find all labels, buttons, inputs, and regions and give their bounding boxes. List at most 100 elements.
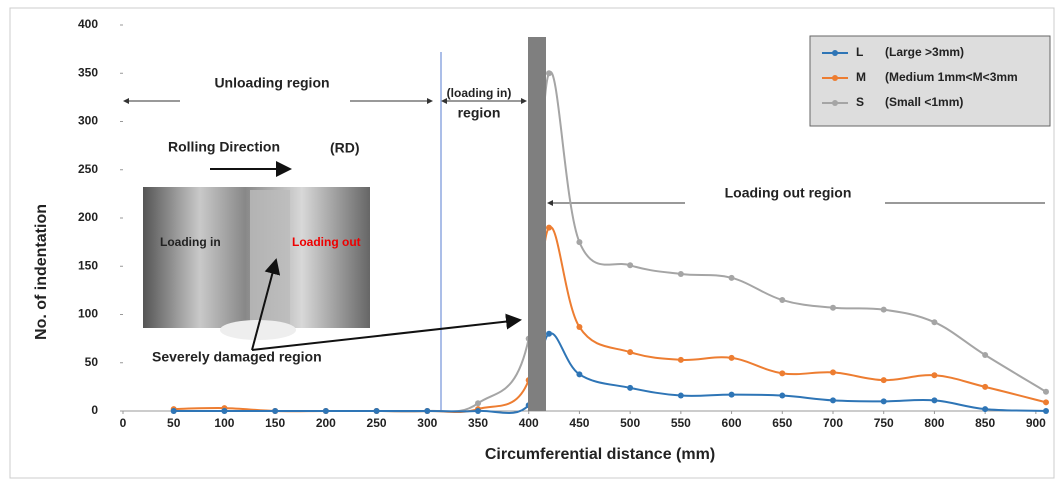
annotation: Loading out — [292, 235, 361, 249]
point — [546, 224, 552, 231]
legend-swatch — [832, 50, 838, 56]
x-tick-label: 850 — [975, 416, 995, 430]
annotation: Rolling Direction — [168, 139, 280, 155]
point — [475, 408, 481, 414]
legend-label: (Small <1mm) — [885, 95, 963, 109]
y-tick-label: 100 — [78, 307, 98, 321]
x-tick-label: 450 — [569, 416, 589, 430]
point — [880, 398, 887, 405]
x-tick-label: 0 — [120, 416, 127, 430]
legend-label: (Medium 1mm<M<3mm — [885, 70, 1018, 84]
pointer-arrow — [251, 258, 281, 351]
x-tick-label: 700 — [823, 416, 843, 430]
point — [677, 392, 684, 399]
x-axis-label: Circumferential distance (mm) — [485, 446, 715, 463]
x-tick-label: 800 — [924, 416, 944, 430]
point — [982, 352, 989, 359]
point — [728, 391, 735, 398]
annotation: Unloading region — [214, 75, 329, 91]
point — [373, 408, 380, 414]
point — [170, 408, 177, 414]
point — [576, 371, 583, 378]
point — [830, 369, 836, 376]
point — [1043, 388, 1049, 395]
point — [627, 349, 634, 356]
point — [272, 408, 279, 414]
legend — [809, 35, 1051, 127]
point — [728, 354, 735, 361]
point — [576, 239, 583, 246]
point — [677, 356, 684, 363]
legend-label: (Large >3mm) — [885, 45, 964, 59]
x-tick-label: 150 — [265, 416, 285, 430]
x-tick-label: 500 — [620, 416, 640, 430]
damage-band — [528, 37, 546, 411]
point — [546, 330, 552, 337]
frame — [9, 7, 1055, 479]
x-tick-label: 550 — [671, 416, 691, 430]
legend-swatch — [832, 100, 838, 106]
point — [1043, 399, 1049, 406]
point — [322, 408, 329, 414]
x-tick-label: 100 — [214, 416, 234, 430]
point — [830, 304, 836, 311]
point — [880, 377, 887, 384]
point — [779, 297, 786, 304]
legend-label: S — [856, 95, 864, 109]
series-line — [173, 332, 1047, 414]
y-tick-label: 350 — [78, 65, 98, 79]
label-bg — [685, 180, 885, 206]
legend-label: L — [856, 45, 863, 59]
photo-damage — [250, 190, 290, 325]
label-bg — [180, 90, 350, 112]
x-tick-label: 250 — [367, 416, 387, 430]
x-tick-label: 50 — [167, 416, 181, 430]
annotation: region — [458, 105, 501, 121]
point — [982, 383, 989, 390]
y-axis-label: No. of indentation — [33, 204, 50, 340]
y-tick-label: 150 — [78, 258, 98, 272]
x-tick-label: 650 — [772, 416, 792, 430]
point — [728, 274, 735, 281]
annotation: Loading in — [160, 235, 221, 249]
point — [880, 306, 887, 313]
point — [221, 408, 228, 414]
annotation: Severely damaged region — [152, 349, 322, 365]
point — [830, 397, 836, 404]
point — [779, 392, 786, 399]
annotation: Loading out region — [725, 185, 852, 201]
legend-label: M — [856, 70, 866, 84]
point — [779, 370, 786, 377]
y-tick-label: 200 — [78, 210, 98, 224]
y-tick-label: 400 — [78, 17, 98, 31]
point — [931, 372, 938, 379]
point — [982, 406, 989, 413]
point — [627, 262, 634, 269]
y-tick-label: 0 — [91, 403, 98, 417]
pointer-arrow — [251, 313, 522, 351]
y-tick-label: 250 — [78, 162, 98, 176]
point — [677, 270, 684, 277]
point — [931, 319, 938, 326]
annotation: (loading in) — [447, 86, 512, 100]
x-tick-label: 350 — [468, 416, 488, 430]
annotation: (RD) — [330, 140, 360, 156]
x-tick-label: 600 — [722, 416, 742, 430]
point — [576, 324, 583, 331]
point — [1043, 408, 1049, 414]
y-tick-label: 300 — [78, 114, 98, 128]
point — [546, 70, 552, 77]
point — [931, 397, 938, 404]
legend-swatch — [832, 75, 838, 81]
point — [475, 400, 481, 407]
x-tick-label: 900 — [1026, 416, 1046, 430]
x-tick-label: 200 — [316, 416, 336, 430]
point — [424, 408, 431, 414]
y-tick-label: 50 — [85, 355, 99, 369]
x-tick-label: 400 — [519, 416, 539, 430]
x-tick-label: 300 — [417, 416, 437, 430]
point — [627, 384, 634, 391]
x-tick-label: 750 — [874, 416, 894, 430]
